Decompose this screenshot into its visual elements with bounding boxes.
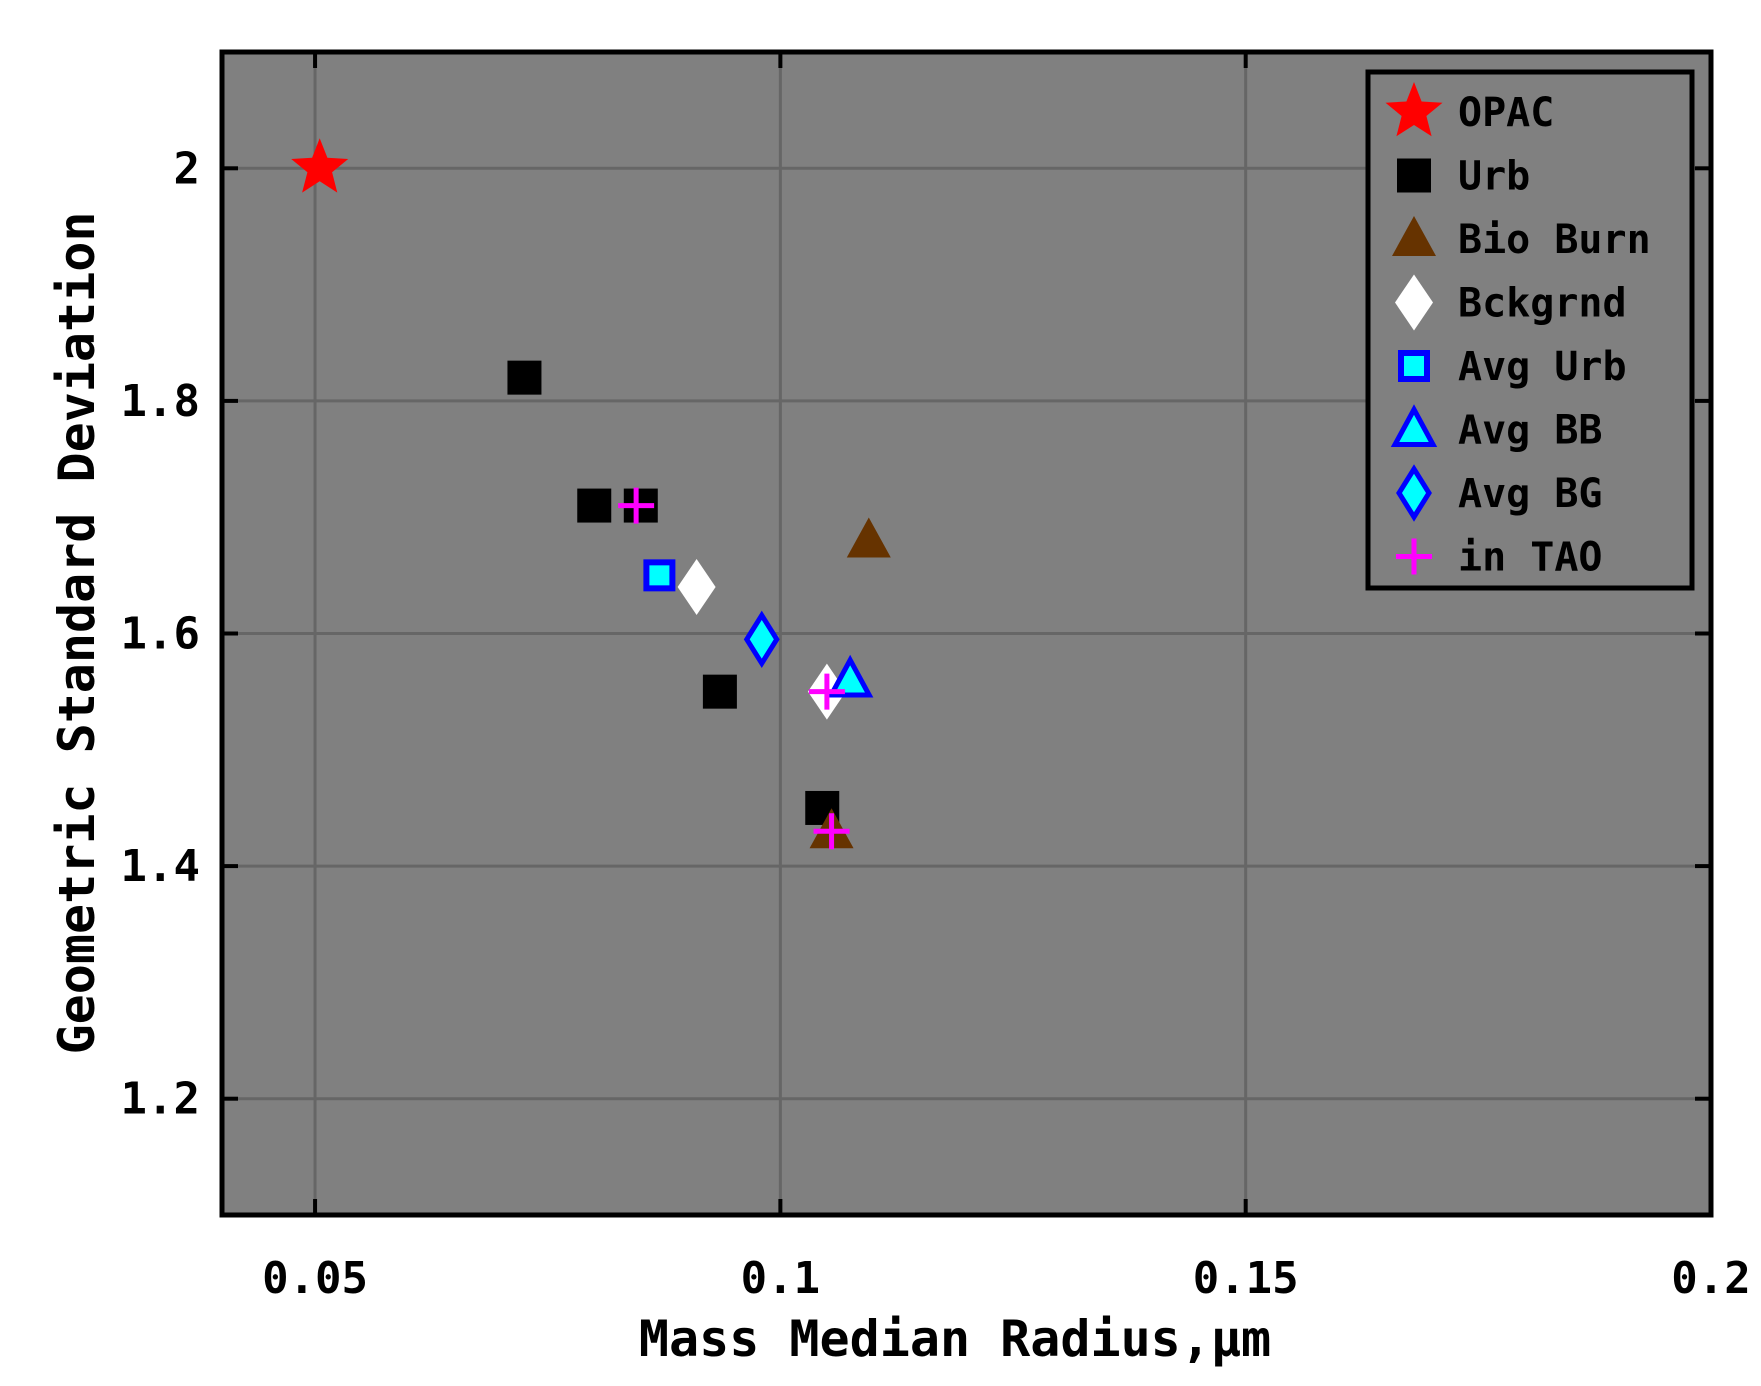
legend-marker-avg-urb	[1398, 350, 1430, 382]
y-tick-label: 2	[174, 143, 201, 194]
legend-marker-bio-burn	[1392, 216, 1436, 256]
point-avg-bb	[826, 654, 874, 698]
series-in-tao	[618, 487, 850, 850]
point-urb	[577, 488, 612, 523]
data-series	[291, 138, 891, 850]
legend-label-bckgrnd: Bckgrnd	[1458, 281, 1627, 327]
point-in-tao	[618, 487, 655, 524]
series-avg-bg	[743, 610, 780, 669]
series-avg-urb	[643, 559, 676, 592]
point-in-tao	[808, 673, 845, 710]
legend-label-avg-urb: Avg Urb	[1458, 344, 1627, 390]
point-avg-urb	[643, 559, 676, 592]
y-tick-label: 1.8	[121, 376, 200, 427]
legend-marker-opac	[1385, 82, 1443, 137]
x-tick-label: 0.15	[1193, 1253, 1299, 1304]
legend-label-avg-bb: Avg BB	[1458, 408, 1603, 454]
point-bio-burn	[846, 517, 891, 558]
y-tick-label: 1.4	[121, 841, 200, 892]
point-bckgrnd	[677, 558, 716, 615]
legend-marker-avg-bg	[1396, 464, 1432, 522]
plot-frame	[219, 49, 1714, 1218]
legend: OPAC Urb Bio Burn Bckgrnd Avg Urb Avg BB Avg B…	[1365, 69, 1695, 591]
y-tick-label: 1.2	[121, 1074, 200, 1125]
series-opac	[291, 138, 349, 193]
legend-label-bio-burn: Bio Burn	[1458, 217, 1651, 263]
y-axis-label: Geometric Standard Deviation	[48, 212, 106, 1055]
legend-marker-in-tao	[1396, 538, 1432, 575]
legend-marker-urb	[1397, 158, 1431, 193]
series-avg-bb	[826, 654, 874, 698]
legend-label-urb: Urb	[1458, 154, 1530, 200]
tick-marks	[222, 52, 1713, 1215]
point-opac	[291, 138, 349, 193]
legend-label-in-tao: in TAO	[1458, 535, 1603, 581]
x-tick-label: 0.05	[262, 1253, 368, 1304]
legend-marker-bckgrnd	[1395, 274, 1433, 331]
y-tick-labels: 1.2 1.4 1.6 1.8 2	[121, 143, 200, 1124]
point-in-tao	[813, 813, 850, 850]
legend-label-opac: OPAC	[1458, 90, 1554, 136]
x-tick-label: 0.1	[741, 1253, 820, 1304]
point-urb	[702, 674, 737, 709]
y-tick-label: 1.6	[121, 609, 200, 660]
x-tick-label: 0.2	[1671, 1253, 1750, 1304]
point-avg-bg	[743, 610, 780, 669]
point-urb	[507, 360, 542, 395]
legend-marker-avg-bb	[1390, 404, 1438, 447]
legend-label-avg-bg: Avg BG	[1458, 471, 1603, 517]
x-axis-label: Mass Median Radius,μm	[639, 1310, 1271, 1368]
x-tick-labels: 0.05 0.1 0.15 0.2	[262, 1253, 1751, 1304]
